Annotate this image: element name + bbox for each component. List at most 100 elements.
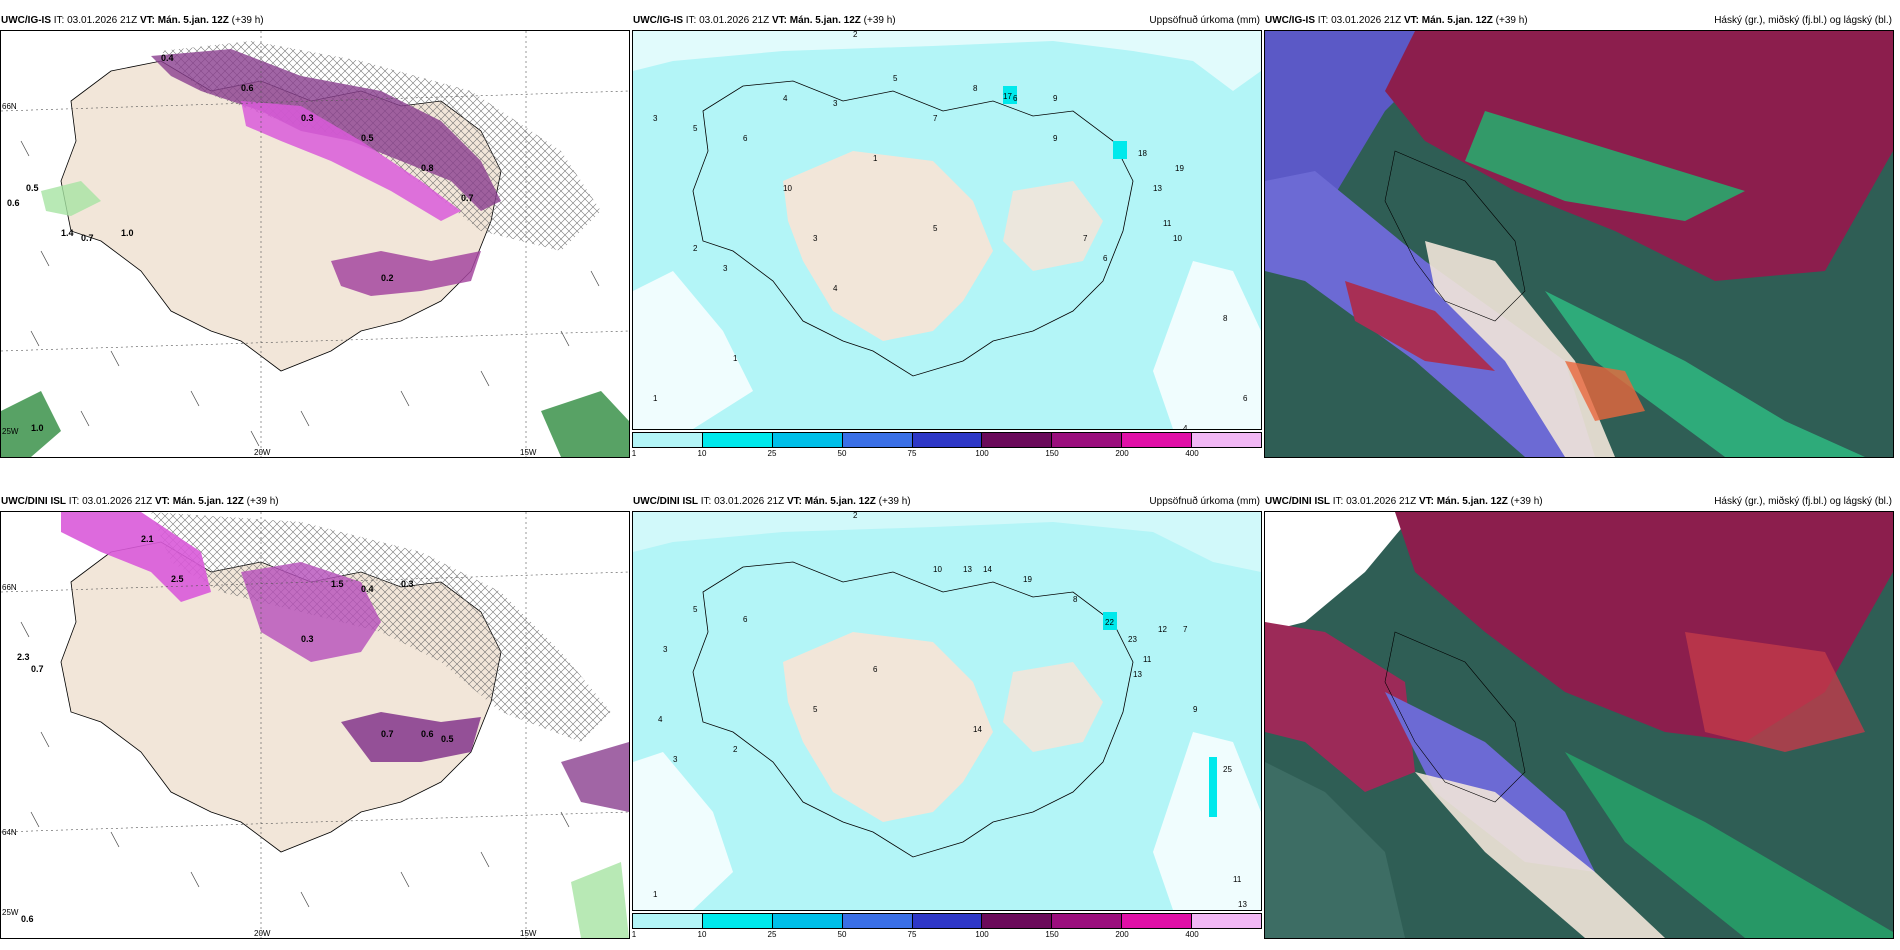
- valid-time: Mán. 5.jan. 12Z: [157, 15, 229, 26]
- colorbar-tick: 10: [697, 930, 707, 939]
- precip-value: 11: [1233, 875, 1242, 884]
- precip-value: 4: [1183, 424, 1188, 429]
- snow-value: 0.7: [31, 664, 44, 674]
- wind-barbs: [20, 140, 600, 447]
- snow-value: 0.5: [26, 183, 39, 193]
- precip-value: 4: [783, 94, 788, 103]
- cloud-map-svg: [1265, 31, 1893, 457]
- lead-time: (+39 h): [863, 15, 896, 26]
- colorbar-swatch: [1192, 433, 1262, 447]
- panel-header: UWC/IG-IS IT: 03.01.2026 21Z VT: Mán. 5.…: [1, 15, 264, 26]
- precip-value: 3: [663, 645, 668, 654]
- colorbar-swatches: [632, 913, 1262, 929]
- precip-value: 3: [673, 755, 678, 764]
- wind-barbs: [20, 621, 570, 908]
- model-name: UWC/IG-IS: [1, 15, 51, 26]
- precip-value: 22: [1105, 618, 1114, 627]
- lat-label: 64N: [2, 828, 17, 837]
- colorbar-tick: 25: [767, 930, 777, 939]
- colorbar-swatch: [702, 914, 773, 928]
- precip-value: 18: [1138, 149, 1147, 158]
- cloud-map: [1264, 30, 1894, 458]
- precip-value: 7: [933, 114, 938, 123]
- panel-header: UWC/IG-IS IT: 03.01.2026 21Z VT: Mán. 5.…: [1264, 12, 1894, 30]
- lead-time: (+39 h): [231, 15, 264, 26]
- init-time: 03.01.2026 21Z: [82, 496, 153, 507]
- precip-value: 4: [658, 715, 663, 724]
- snow-values: 0.4 0.6 0.3 0.5 0.8 0.7 1.0 1.4 0.2 0.5 …: [7, 53, 474, 433]
- colorbar-swatch: [633, 433, 703, 447]
- snow-value: 0.5: [441, 734, 454, 744]
- valid-time: Mán. 5.jan. 12Z: [172, 496, 244, 507]
- colorbar-swatch: [633, 914, 703, 928]
- precip-value: 10: [783, 184, 792, 193]
- colorbar-tick: 100: [975, 449, 989, 458]
- colorbar-swatch: [842, 914, 913, 928]
- colorbar-tick: 75: [907, 449, 917, 458]
- precip-value: 9: [1053, 94, 1058, 103]
- colorbar-tick: 50: [837, 449, 847, 458]
- precip-value: 10: [933, 565, 942, 574]
- lat-label: 66N: [2, 102, 17, 111]
- cloud-map: [1264, 511, 1894, 939]
- precip-value: 11: [1163, 219, 1172, 228]
- precip-value: 9: [1053, 134, 1058, 143]
- colorbar-tick: 50: [837, 930, 847, 939]
- colorbar-swatch: [1122, 433, 1193, 447]
- colorbar-swatch: [982, 914, 1053, 928]
- precip-map: 2 3 5 6 10 13 14 19 22 23 11 12 14 13 25…: [632, 511, 1262, 911]
- snow-value: 0.6: [21, 914, 34, 924]
- precip-value: 10: [1173, 234, 1182, 243]
- precip-map: 2 3 5 6 4 3 1 5 7 8 10 6 9 17 18 13 19 1…: [632, 30, 1262, 430]
- panel-header: UWC/DINI ISL IT: 03.01.2026 21Z VT: Mán.…: [1, 496, 279, 507]
- snow-value: 2.5: [171, 574, 184, 584]
- colorbar-swatch: [1052, 433, 1123, 447]
- init-time: 03.01.2026 21Z: [714, 496, 785, 507]
- snow-value: 0.2: [381, 273, 394, 283]
- panel-title: Uppsöfnuð úrkoma (mm): [1149, 496, 1260, 507]
- precip-value: 13: [1133, 670, 1142, 679]
- snow-value: 1.0: [121, 228, 134, 238]
- panel-title: Háský (gr.), miðský (fj.bl.) og lágský (…: [1714, 496, 1892, 507]
- snow-value: 0.7: [381, 729, 394, 739]
- precip-value: 5: [933, 224, 938, 233]
- precip-value: 12: [1158, 625, 1167, 634]
- colorbar-tick: 10: [697, 449, 707, 458]
- panel-header: UWC/DINI ISL IT: 03.01.2026 21Z VT: Mán.…: [1264, 493, 1894, 511]
- precip-value: 19: [1175, 164, 1184, 173]
- precip-value: 6: [743, 615, 748, 624]
- precip-value: 1: [653, 890, 658, 899]
- panel-header: UWC/DINI ISL IT: 03.01.2026 21Z VT: Mán.…: [632, 493, 1262, 511]
- colorbar-swatch: [1192, 914, 1262, 928]
- colorbar-swatches: [632, 432, 1262, 448]
- precip-value: 1: [653, 394, 658, 403]
- precip-value: 2: [853, 31, 858, 39]
- model-name: UWC/IG-IS: [633, 15, 683, 26]
- panel-precip-dini: UWC/DINI ISL IT: 03.01.2026 21Z VT: Mán.…: [632, 493, 1262, 939]
- precip-value: 5: [893, 74, 898, 83]
- colorbar-tick: 100: [975, 930, 989, 939]
- panel-snow-dini: UWC/DINI ISL IT: 03.01.2026 21Z VT: Mán.…: [0, 493, 630, 939]
- colorbar-tick: 200: [1115, 930, 1129, 939]
- lon-label: 25W: [2, 427, 19, 436]
- precip-value: 9: [1193, 705, 1198, 714]
- init-time: 03.01.2026 21Z: [1346, 496, 1417, 507]
- precip-value: 5: [813, 705, 818, 714]
- snow-values: 2.1 2.5 1.5 0.4 0.3 0.7 0.6 0.5 0.3 2.3 …: [17, 534, 454, 924]
- model-name: UWC/DINI ISL: [1, 496, 66, 507]
- lead-time: (+39 h): [246, 496, 279, 507]
- colorbar-tick: 75: [907, 930, 917, 939]
- lead-time: (+39 h): [878, 496, 911, 507]
- precip-value: 3: [653, 114, 658, 123]
- panel-title: Háský (gr.), miðský (fj.bl.) og lágský (…: [1714, 15, 1892, 26]
- valid-time: Mán. 5.jan. 12Z: [804, 496, 876, 507]
- panel-cloud-ig: UWC/IG-IS IT: 03.01.2026 21Z VT: Mán. 5.…: [1264, 12, 1894, 458]
- valid-time: Mán. 5.jan. 12Z: [789, 15, 861, 26]
- precip-value: 5: [693, 124, 698, 133]
- snow-value: 0.5: [361, 133, 374, 143]
- valid-time: Mán. 5.jan. 12Z: [1421, 15, 1493, 26]
- precip-value: 17: [1003, 92, 1012, 101]
- precip-value: 6: [1103, 254, 1108, 263]
- valid-time: Mán. 5.jan. 12Z: [1436, 496, 1508, 507]
- colorbar-tick: 1: [631, 449, 637, 458]
